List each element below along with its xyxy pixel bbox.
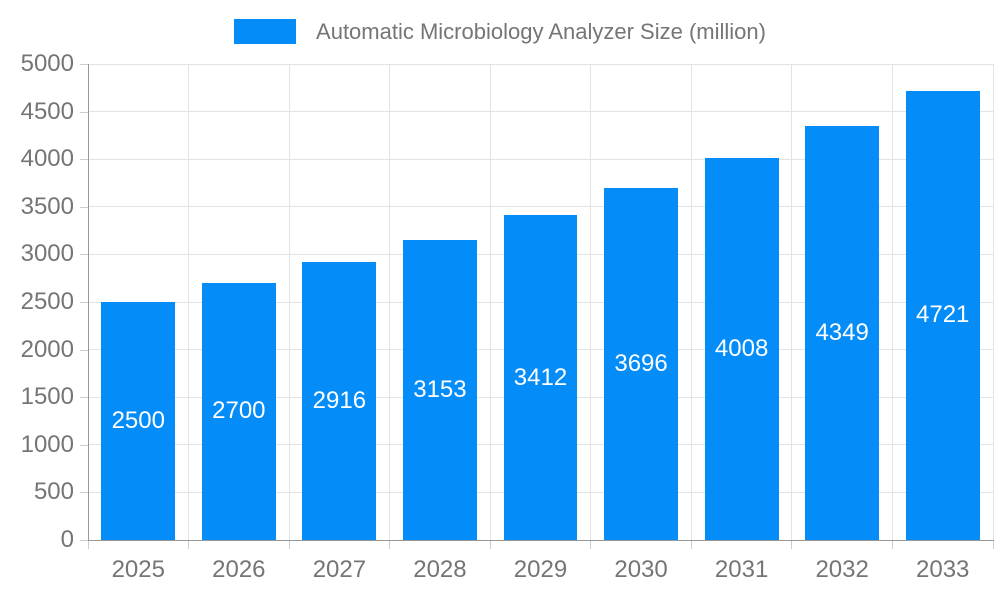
legend-swatch — [234, 18, 297, 44]
v-gridline — [992, 64, 994, 540]
y-axis-label: 3500 — [20, 192, 74, 220]
y-axis-label: 1000 — [20, 430, 74, 458]
bar: 4008 — [704, 158, 779, 540]
y-axis-label: 0 — [60, 526, 74, 553]
y-axis-tick — [80, 540, 88, 541]
x-axis-label: 2029 — [513, 556, 568, 583]
bar-value-label: 4721 — [916, 301, 970, 329]
x-axis-tick — [489, 541, 491, 549]
bar-value-label: 2916 — [312, 387, 367, 415]
plot-area: 2500 2700 2916 3153 3412 3696 4008 4349 4721 — [88, 63, 994, 540]
h-gridline — [88, 158, 993, 160]
bar-value-label: 4008 — [714, 335, 769, 363]
bar-value-label: 3412 — [513, 363, 568, 391]
x-axis-tick — [87, 541, 89, 549]
bar: 3412 — [503, 215, 578, 540]
y-axis-tick — [80, 206, 88, 208]
bar: 3696 — [604, 188, 678, 540]
bar-value-label: 4349 — [815, 318, 869, 346]
x-axis-tick — [891, 541, 893, 549]
y-axis-label: 1500 — [20, 383, 74, 411]
v-gridline — [690, 64, 692, 540]
x-axis-tick — [791, 541, 793, 549]
x-axis-tick — [288, 541, 290, 549]
v-gridline — [590, 64, 592, 540]
v-gridline — [891, 64, 893, 540]
v-gridline — [188, 64, 190, 540]
v-gridline — [389, 64, 391, 540]
v-gridline — [791, 64, 793, 540]
h-gridline — [88, 206, 993, 208]
legend-label: Automatic Microbiology Analyzer Size (mi… — [316, 18, 766, 44]
x-axis-tick — [389, 541, 391, 549]
x-axis-label: 2033 — [916, 556, 970, 583]
y-axis-label: 2500 — [20, 288, 74, 315]
bar-value-label: 2700 — [212, 397, 266, 425]
bar: 2500 — [101, 302, 176, 540]
x-axis-label: 2028 — [413, 556, 467, 583]
legend[interactable]: Automatic Microbiology Analyzer Size (mi… — [0, 12, 1000, 50]
x-axis-tick — [690, 541, 692, 549]
v-gridline — [489, 64, 491, 540]
bar: 4349 — [805, 125, 880, 540]
bar: 3153 — [402, 239, 477, 540]
y-axis-label: 5000 — [20, 50, 74, 77]
y-axis-label: 2000 — [20, 335, 74, 363]
x-axis-line — [88, 540, 994, 541]
y-axis-tick — [80, 64, 88, 65]
x-axis-tick — [590, 541, 592, 549]
y-axis-tick — [80, 254, 88, 256]
h-gridline — [88, 63, 993, 65]
y-axis-tick — [80, 397, 88, 399]
bar: 2700 — [201, 282, 276, 540]
x-axis-tick — [992, 541, 994, 549]
y-axis-label: 500 — [33, 478, 74, 506]
h-gridline — [88, 111, 993, 113]
bar-value-label: 2500 — [111, 407, 165, 434]
y-axis-tick — [80, 159, 88, 161]
y-axis-label: 4500 — [20, 97, 74, 125]
bar-value-label: 3153 — [413, 375, 467, 403]
y-axis-tick — [80, 492, 88, 494]
y-axis-tick — [80, 302, 88, 303]
y-axis-tick — [80, 444, 88, 446]
x-axis-tick — [188, 541, 190, 549]
v-gridline — [288, 64, 290, 540]
y-axis-line — [88, 64, 89, 548]
x-axis-label: 2025 — [111, 556, 165, 583]
y-axis-tick — [80, 349, 88, 351]
y-axis-tick — [80, 111, 88, 113]
y-axis-label: 4000 — [20, 145, 74, 173]
bar: 2916 — [302, 262, 377, 540]
x-axis-label: 2031 — [714, 556, 769, 583]
bar: 4721 — [905, 90, 980, 540]
bar-value-label: 3696 — [614, 350, 668, 378]
x-axis-label: 2026 — [212, 556, 266, 583]
x-axis-label: 2032 — [815, 556, 869, 583]
y-axis-label: 3000 — [20, 240, 74, 268]
x-axis-label: 2030 — [614, 556, 668, 583]
x-axis-label: 2027 — [312, 556, 367, 583]
